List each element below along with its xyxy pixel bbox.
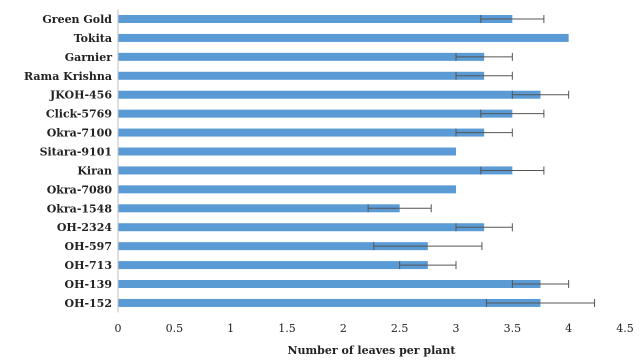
error-bar-rama-krishna <box>455 71 513 80</box>
bar-oh-139 <box>118 280 541 289</box>
bar-tokita <box>118 33 569 42</box>
bar-okra-7100 <box>118 128 485 137</box>
error-bar-click-5769 <box>480 109 545 118</box>
error-bar-okra-7100 <box>455 128 513 137</box>
bar-green-gold <box>118 15 513 23</box>
x-tick-label: 3 <box>453 322 460 335</box>
error-bar-green-gold <box>480 15 545 23</box>
bar-oh-713 <box>118 261 428 270</box>
bar-jkoh-456 <box>118 90 541 99</box>
category-label: OH-152 <box>64 297 112 310</box>
category-label: Garnier <box>65 51 112 64</box>
error-bar-oh-713 <box>399 261 457 270</box>
category-label: Okra-7100 <box>47 127 113 140</box>
category-label: Okra-7080 <box>47 183 113 196</box>
bar-okra-7080 <box>118 185 456 194</box>
error-bars-group <box>367 15 596 307</box>
error-bar-oh-152 <box>485 298 596 307</box>
category-label: OH-2324 <box>57 221 113 234</box>
error-bar-oh-2324 <box>455 223 513 232</box>
x-tick-label: 3.5 <box>504 322 522 335</box>
bar-oh-597 <box>118 242 428 251</box>
bar-okra-1548 <box>118 204 400 213</box>
x-tick-label: 0.5 <box>166 322 184 335</box>
x-tick-label: 4 <box>565 322 572 335</box>
error-bar-okra-1548 <box>367 204 432 213</box>
error-bar-kiran <box>480 166 545 175</box>
category-label: OH-139 <box>64 278 112 291</box>
category-label: Click-5769 <box>46 108 112 121</box>
category-label: Green Gold <box>42 13 112 26</box>
x-tick-label: 1 <box>227 322 234 335</box>
bar-rama-krishna <box>118 71 485 80</box>
x-tick-labels-group: 0 0.5 1 1.5 2 2.5 3 3.5 4 4.5 <box>115 322 634 335</box>
category-label: Rama Krishna <box>24 70 112 83</box>
category-label: Kiran <box>77 164 112 177</box>
error-bar-oh-597 <box>373 242 483 251</box>
x-axis-title: Number of leaves per plant <box>287 344 456 357</box>
x-tick-label: 2 <box>340 322 347 335</box>
category-label: OH-597 <box>64 240 112 253</box>
x-tick-label: 2.5 <box>391 322 409 335</box>
category-label: Sitara-9101 <box>40 146 112 159</box>
category-label: OH-713 <box>64 259 112 272</box>
bar-click-5769 <box>118 109 513 118</box>
bar-kiran <box>118 166 513 175</box>
bar-oh-2324 <box>118 223 485 232</box>
error-bar-jkoh-456 <box>511 90 570 99</box>
error-bar-oh-139 <box>511 280 570 289</box>
error-bar-garnier <box>455 52 513 61</box>
bars-group <box>118 15 569 307</box>
category-label: Okra-1548 <box>47 202 113 215</box>
category-labels-group: Green Gold Tokita Garnier Rama Krishna JKOH-… <box>24 13 112 310</box>
x-tick-label: 1.5 <box>278 322 296 335</box>
bar-sitara-9101 <box>118 147 456 156</box>
category-label: Tokita <box>74 32 112 45</box>
x-tick-label: 0 <box>115 322 122 335</box>
x-tick-label: 4.5 <box>616 322 634 335</box>
bar-oh-152 <box>118 298 541 307</box>
bar-garnier <box>118 52 485 61</box>
category-label: JKOH-456 <box>49 89 112 102</box>
